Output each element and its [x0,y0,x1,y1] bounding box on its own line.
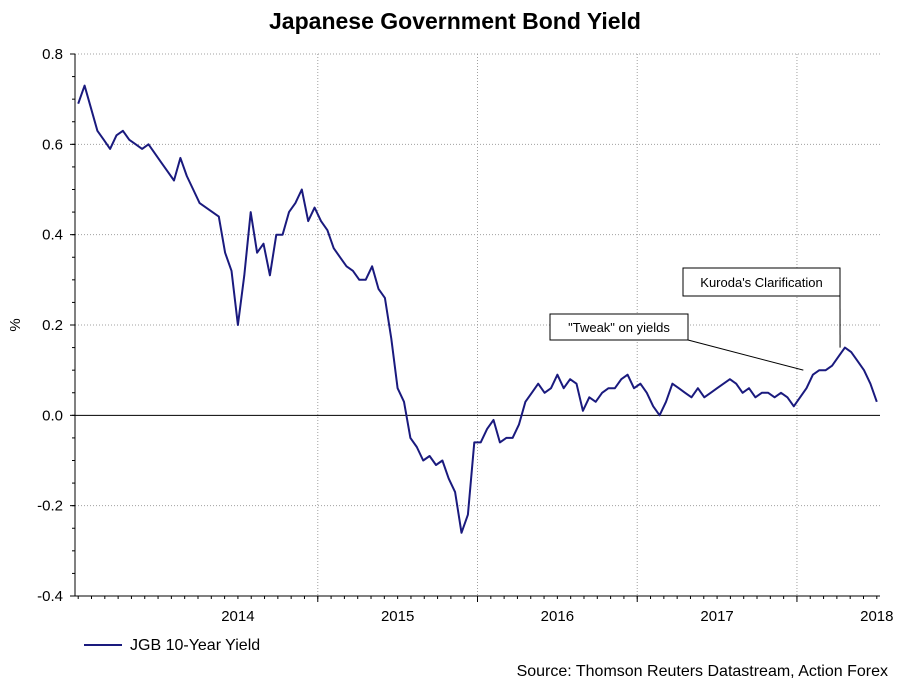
annotation-box [682,267,841,297]
x-tick-labels: 2014 2015 2016 2017 2018 [221,608,893,625]
legend-label: JGB 10-Year Yield [130,637,260,654]
x-tick-label: 2018 [860,608,893,625]
y-tick-label: -0.2 [37,498,63,515]
annotation-text: "Tweak" on yields [568,320,670,335]
y-tick-label: 0.4 [42,227,63,244]
series-line [77,84,878,534]
source-note: Source: Thomson Reuters Datastream, Acti… [517,663,888,680]
grid [75,53,880,596]
y-tick-label: 0.2 [42,317,63,334]
annotation-text: Kuroda's Clarification [700,275,822,290]
annotations: "Tweak" on yields Kuroda's Clarification [549,267,841,371]
y-tick-labels: 0.8 0.6 0.4 0.2 0.0 -0.2 -0.4 [37,46,63,605]
y-tick-label: -0.4 [37,588,63,605]
axes [70,53,880,602]
x-tick-label: 2015 [381,608,414,625]
y-tick-label: 0.0 [42,407,63,424]
y-tick-label: 0.6 [42,136,63,153]
annotation-leader [687,339,804,371]
x-tick-label: 2016 [541,608,574,625]
legend: JGB 10-Year Yield [84,637,260,654]
chart-title: Japanese Government Bond Yield [269,8,641,34]
annotation-box [549,313,689,341]
series [77,84,878,534]
x-tick-label: 2017 [700,608,733,625]
y-axis-label: % [7,318,24,331]
y-tick-label: 0.8 [42,46,63,63]
x-tick-label: 2014 [221,608,254,625]
